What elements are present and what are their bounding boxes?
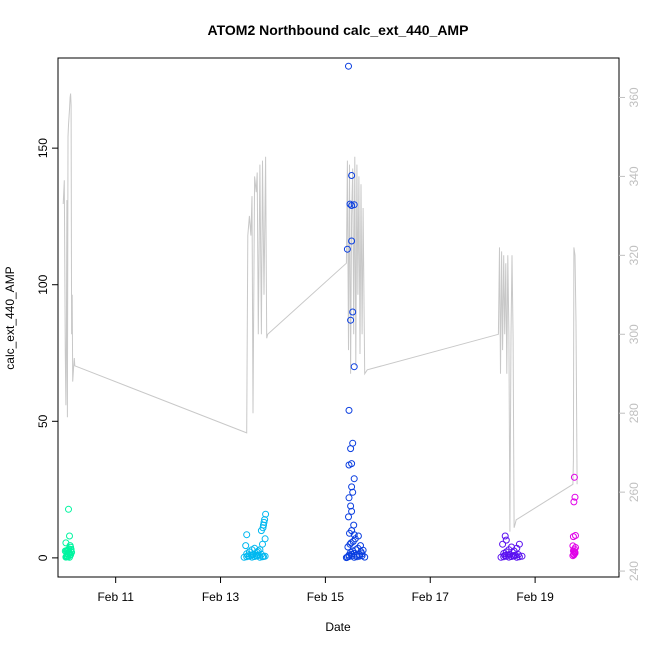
series-line [62,93,578,532]
x-tick-label: Feb 17 [412,590,450,604]
y-axis-left: 0 50 100 150 [36,138,58,561]
data-point [570,473,578,481]
data-point [260,553,267,560]
data-point [260,518,268,526]
y-axis-right: 240 260 280 300 320 340 360 [619,87,641,581]
data-point [518,552,526,560]
data-point [65,505,72,513]
data-point [570,548,578,556]
data-point [515,540,523,548]
data-point [67,545,75,553]
data-point [501,532,509,540]
data-point [262,510,270,518]
x-tick-label: Feb 19 [516,590,554,604]
y-tick-label: 100 [36,274,50,294]
y-axis-label: calc_ext_440_AMP [3,266,17,369]
data-point [347,502,355,510]
data-point [354,532,362,540]
y-tick-label: 50 [36,414,50,428]
data-point [64,553,72,561]
data-point [345,62,352,70]
data-point [256,546,264,554]
scatter-points-group [61,62,579,562]
x-axis-label: Date [325,620,351,634]
chart-title: ATOM2 Northbound calc_ext_440_AMP [208,22,469,38]
data-point [243,531,251,539]
plot-frame [57,57,620,578]
data-point [350,531,358,539]
x-axis: Feb 11 Feb 13 Feb 15 Feb 17 Feb 19 [97,577,554,604]
data-point [62,539,70,547]
data-point [348,483,356,491]
y-tick-label: 0 [36,554,50,561]
data-point [348,172,356,179]
line-series-group [62,93,578,532]
data-point [502,536,510,544]
data-point [349,308,357,316]
x-tick-label: Feb 13 [202,590,240,604]
data-point [348,460,356,468]
data-point [347,316,355,324]
y2-tick-label: 340 [627,166,641,186]
y2-tick-label: 300 [627,324,641,344]
data-point [242,542,250,550]
data-point [499,540,507,548]
data-point [572,532,579,539]
data-point [345,513,352,521]
data-point [350,363,358,371]
data-point [349,439,357,447]
data-point [346,200,354,208]
y2-tick-label: 240 [627,561,641,581]
y2-tick-label: 320 [627,245,641,265]
data-point [343,245,351,253]
data-point [570,551,578,559]
data-point [571,493,579,501]
data-point [254,547,262,555]
y-tick-label: 150 [36,138,50,158]
data-point [514,551,522,559]
data-point [66,532,73,540]
x-tick-label: Feb 11 [97,590,134,604]
data-point [350,475,358,483]
y2-tick-label: 360 [627,87,641,107]
data-point [348,237,356,245]
data-point [259,540,266,548]
data-point [357,542,364,550]
x-tick-label: Feb 15 [307,590,345,604]
data-point [347,539,355,547]
data-point [261,535,269,543]
data-point [350,201,358,209]
data-point [345,494,353,502]
data-point [511,551,519,559]
data-point [345,406,353,414]
y2-tick-label: 260 [627,482,641,502]
data-point [350,521,358,529]
data-point [570,498,578,506]
y2-tick-label: 280 [627,403,641,423]
